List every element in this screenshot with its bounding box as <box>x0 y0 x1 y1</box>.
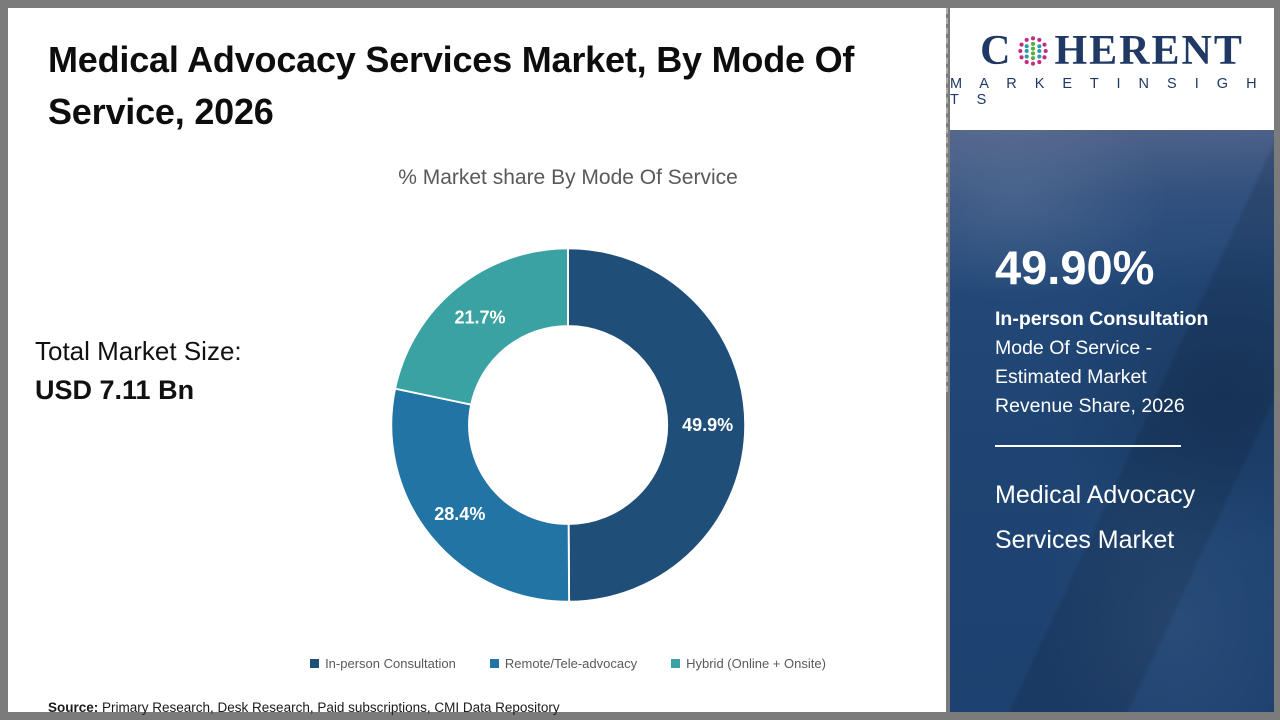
source-line: Source: Primary Research, Desk Research,… <box>48 700 560 715</box>
total-market-size-block: Total Market Size: USD 7.11 Bn <box>35 332 242 410</box>
legend-item: In-person Consultation <box>310 656 456 671</box>
stat-description-line1: Mode Of Service - <box>995 337 1153 359</box>
slice-label: 49.9% <box>682 415 733 435</box>
panel-divider <box>995 445 1181 447</box>
brand-logo-prefix: C <box>980 28 1013 74</box>
brand-logo-subtitle: M A R K E T I N S I G H T S <box>950 76 1264 108</box>
source-text: Primary Research, Desk Research, Paid su… <box>98 700 560 715</box>
side-panel-content: 49.90% In-person Consultation Mode Of Se… <box>950 130 1274 563</box>
legend-item: Hybrid (Online + Onsite) <box>671 656 826 671</box>
legend-item: Remote/Tele-advocacy <box>489 656 638 671</box>
page-title: Medical Advocacy Services Market, By Mod… <box>48 34 928 138</box>
brand-logo: C HERENT <box>980 30 1244 72</box>
donut-chart: 49.9% 28.4% 21.7% <box>390 247 747 603</box>
chart-subtitle: % Market share By Mode Of Service <box>398 166 738 189</box>
slice-label: 28.4% <box>434 504 485 524</box>
stat-description: Mode Of Service - Estimated Market Reven… <box>995 334 1225 421</box>
stat-segment-name: In-person Consultation <box>995 308 1209 330</box>
panel-market-title: Medical Advocacy Services Market <box>995 473 1234 563</box>
donut-slice-1 <box>390 387 571 603</box>
stat-description-line2: Estimated Market <box>995 366 1147 388</box>
stat-description-line3: Revenue Share, 2026 <box>995 395 1185 417</box>
dashed-vertical-divider <box>946 8 948 392</box>
slice-label: 21.7% <box>454 307 505 327</box>
panel-market-title-line1: Medical Advocacy <box>995 481 1196 509</box>
stat-value: 49.90% <box>995 241 1155 294</box>
brand-logo-area: C HERENT M A R K E T I N S <box>950 8 1274 130</box>
chart-legend: In-person Consultation Remote/Tele-advoca… <box>198 656 938 671</box>
legend-label: Remote/Tele-advocacy <box>504 656 638 671</box>
total-market-size-label: Total Market Size: <box>35 336 242 366</box>
panel-market-title-line2: Services Market <box>995 526 1175 554</box>
legend-label: In-person Consultation <box>325 656 456 671</box>
coherent-globe-icon <box>1018 36 1049 66</box>
legend-label: Hybrid (Online + Onsite) <box>686 656 826 671</box>
page-title-line1: Medical Advocacy Services Market, By Mod… <box>48 39 855 80</box>
total-market-size-value: USD 7.11 Bn <box>35 375 195 405</box>
legend-swatch <box>671 659 681 668</box>
side-panel: 49.90% In-person Consultation Mode Of Se… <box>950 130 1274 712</box>
main-content-area: Medical Advocacy Services Market, By Mod… <box>8 8 946 715</box>
legend-swatch <box>489 659 499 668</box>
donut-slice-2 <box>393 247 569 406</box>
brand-logo-suffix: HERENT <box>1054 28 1244 74</box>
source-label: Source: <box>48 700 99 715</box>
donut-slice-0 <box>567 247 747 603</box>
page-title-line2: Service, 2026 <box>48 91 274 132</box>
legend-swatch <box>310 659 320 668</box>
